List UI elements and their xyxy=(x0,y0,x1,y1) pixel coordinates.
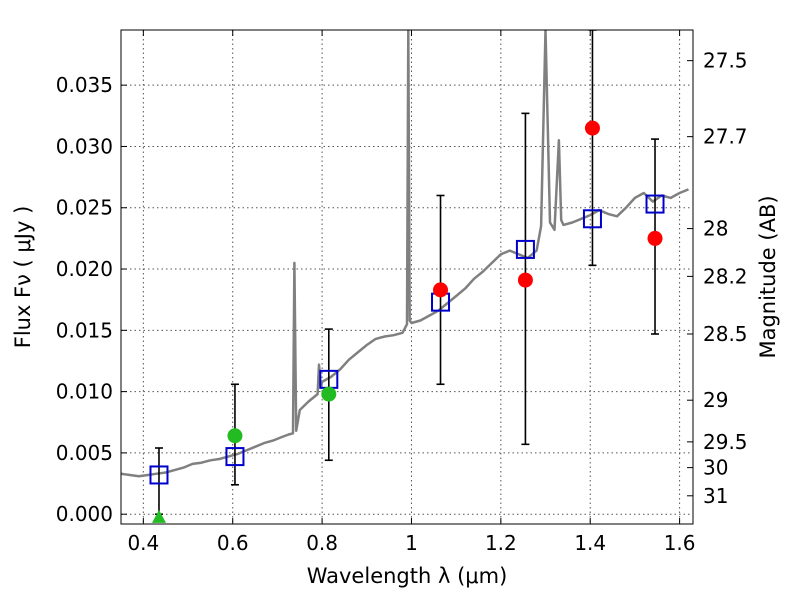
x-tick-label: 0.8 xyxy=(306,531,338,555)
model-photometry-square xyxy=(225,447,245,467)
right-tick-label: 28 xyxy=(703,217,728,241)
model-photometry-square xyxy=(149,465,169,485)
model-photometry-square xyxy=(515,239,535,259)
x-tick-label: 0.6 xyxy=(217,531,249,555)
detection-point xyxy=(433,282,449,298)
y-tick-label: 0.035 xyxy=(56,73,113,97)
x-tick-label: 1.4 xyxy=(574,531,606,555)
x-tick-label: 0.4 xyxy=(127,531,159,555)
upper-limit-triangle xyxy=(151,509,166,523)
right-tick-label: 29 xyxy=(703,388,728,412)
x-tick-label: 1 xyxy=(405,531,418,555)
y-tick-label: 0.020 xyxy=(56,257,113,281)
y-tick-label: 0.000 xyxy=(56,502,113,526)
detection-point xyxy=(517,272,533,288)
marginal-point xyxy=(227,428,243,444)
model-spectrum-line xyxy=(121,30,689,478)
marginal-point xyxy=(321,386,337,402)
detection-point xyxy=(647,230,663,246)
x-axis-title: Wavelength λ (μm) xyxy=(307,564,508,588)
model-photometry-square xyxy=(645,194,665,214)
right-tick-label: 31 xyxy=(703,484,728,508)
right-tick-label: 27.5 xyxy=(703,49,748,73)
y-tick-label: 0.030 xyxy=(56,134,113,158)
y-tick-label: 0.025 xyxy=(56,196,113,220)
x-tick-label: 1.2 xyxy=(485,531,517,555)
plot-area xyxy=(121,30,689,523)
y-axis-title: Flux Fν ( μJy ) xyxy=(11,206,35,349)
y-tick-label: 0.010 xyxy=(56,380,113,404)
right-tick-label: 28.5 xyxy=(703,322,748,346)
axis-ticks: 0.4 0.6 0.8 1 1.2 1.4 1.6 0.000 0.005 0.010 0.015 0… xyxy=(56,30,748,555)
grid-lines xyxy=(121,30,693,524)
y-tick-label: 0.015 xyxy=(56,318,113,342)
right-tick-label: 27.7 xyxy=(703,125,748,149)
model-photometry-square xyxy=(582,209,602,229)
plot-frame xyxy=(120,29,694,525)
x-tick-label: 1.6 xyxy=(664,531,696,555)
detection-point xyxy=(584,120,600,136)
y-tick-label: 0.005 xyxy=(56,441,113,465)
right-axis-title: Magnitude (AB) xyxy=(756,195,780,358)
right-tick-label: 28.2 xyxy=(703,264,748,288)
right-tick-label: 29.5 xyxy=(703,430,748,454)
right-tick-label: 30 xyxy=(703,456,728,480)
